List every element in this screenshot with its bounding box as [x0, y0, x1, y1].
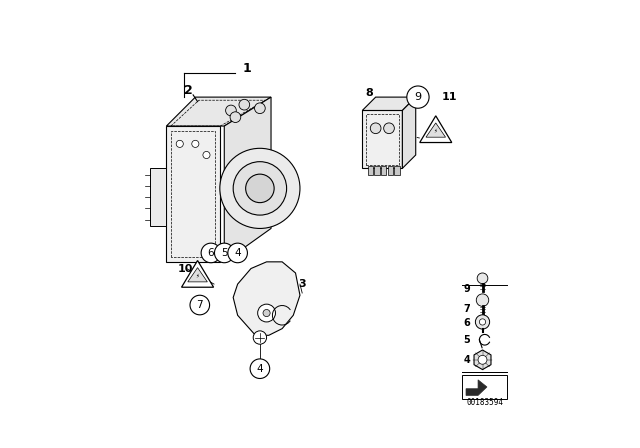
Text: 5: 5	[221, 248, 228, 258]
Circle shape	[263, 310, 270, 317]
Polygon shape	[362, 97, 416, 111]
Circle shape	[233, 162, 287, 215]
Circle shape	[203, 151, 210, 159]
Text: 9: 9	[414, 92, 422, 102]
Polygon shape	[426, 123, 445, 137]
Polygon shape	[474, 350, 491, 370]
Polygon shape	[466, 380, 487, 396]
Text: ⚡: ⚡	[196, 274, 200, 279]
Circle shape	[176, 140, 183, 147]
Text: 7: 7	[463, 304, 470, 314]
Circle shape	[230, 112, 241, 122]
Polygon shape	[166, 97, 271, 126]
Circle shape	[383, 123, 394, 134]
Text: 7: 7	[196, 300, 203, 310]
Polygon shape	[166, 126, 220, 262]
Text: 4: 4	[234, 248, 241, 258]
Circle shape	[479, 319, 486, 325]
Circle shape	[476, 315, 490, 329]
Circle shape	[201, 243, 221, 263]
Text: 4: 4	[463, 355, 470, 365]
Polygon shape	[224, 97, 271, 262]
Bar	[463, 375, 507, 399]
Polygon shape	[420, 116, 452, 142]
Circle shape	[250, 359, 269, 379]
Text: ⚡: ⚡	[434, 129, 438, 134]
Text: 9: 9	[463, 284, 470, 293]
Bar	[394, 166, 400, 175]
Polygon shape	[233, 262, 300, 335]
Text: 6: 6	[207, 248, 214, 258]
Text: 5: 5	[463, 335, 470, 345]
Circle shape	[214, 243, 234, 263]
Circle shape	[239, 99, 250, 110]
Text: 6: 6	[463, 318, 470, 328]
Bar	[374, 166, 380, 175]
Text: 1: 1	[242, 62, 251, 75]
Polygon shape	[403, 97, 416, 168]
Bar	[381, 166, 387, 175]
Polygon shape	[150, 168, 166, 226]
Circle shape	[478, 355, 487, 364]
Circle shape	[258, 304, 275, 322]
Circle shape	[476, 294, 489, 306]
Text: 00183594: 00183594	[466, 397, 503, 407]
Text: 8: 8	[365, 88, 373, 98]
Circle shape	[220, 148, 300, 228]
Circle shape	[477, 273, 488, 284]
Polygon shape	[362, 111, 403, 168]
Circle shape	[226, 105, 236, 116]
Polygon shape	[188, 267, 207, 282]
Polygon shape	[182, 260, 214, 287]
Circle shape	[371, 123, 381, 134]
Text: 11: 11	[442, 92, 457, 102]
Circle shape	[228, 243, 248, 263]
Text: 2: 2	[184, 84, 193, 97]
Circle shape	[192, 140, 199, 147]
Circle shape	[246, 174, 274, 202]
Bar	[388, 166, 393, 175]
Circle shape	[190, 295, 209, 315]
Text: 4: 4	[257, 364, 263, 374]
Circle shape	[407, 86, 429, 108]
Text: 10: 10	[178, 263, 193, 274]
Text: 3: 3	[298, 279, 306, 289]
Bar	[367, 166, 373, 175]
Circle shape	[255, 103, 265, 114]
Circle shape	[253, 331, 267, 344]
